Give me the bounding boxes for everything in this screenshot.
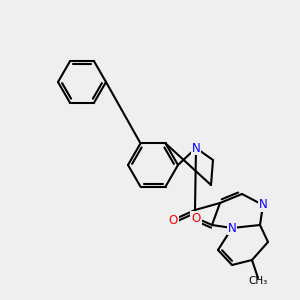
Text: N: N [259, 199, 267, 212]
Text: CH₃: CH₃ [248, 276, 268, 286]
Text: N: N [228, 221, 236, 235]
Text: N: N [192, 142, 200, 154]
Text: O: O [191, 212, 201, 224]
Text: O: O [168, 214, 178, 226]
